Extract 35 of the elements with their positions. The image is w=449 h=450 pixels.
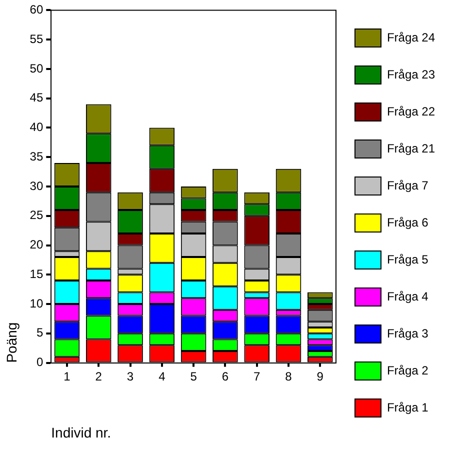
legend-label: Fråga 3	[386, 326, 429, 340]
y-tick-label: 25	[30, 208, 44, 222]
x-tick-label: 1	[64, 369, 71, 384]
legend-label: Fråga 24	[386, 30, 436, 44]
legend-label: Fråga 23	[386, 67, 436, 82]
legend-label: Fråga 21	[386, 141, 436, 156]
legend-label: Fråga 1	[386, 400, 429, 414]
x-axis-title: Individ nr.	[51, 424, 112, 440]
x-tick-label: 2	[95, 369, 102, 384]
legend-label: Fråga 4	[386, 289, 429, 304]
y-tick-label: 10	[30, 296, 44, 310]
y-tick-label: 45	[30, 90, 44, 105]
y-tick-label: 0	[36, 355, 44, 370]
x-tick-label: 4	[158, 369, 166, 384]
legend-label: Fråga 2	[386, 363, 429, 378]
y-tick-label: 35	[30, 149, 44, 164]
y-tick-label: 60	[30, 2, 44, 17]
x-tick-label: 7	[254, 369, 261, 384]
y-tick-label: 50	[30, 61, 44, 76]
y-tick-label: 5	[36, 326, 44, 340]
y-axis-title: Poäng	[3, 322, 20, 363]
x-tick-label: 8	[285, 369, 292, 384]
x-tick-label: 3	[126, 369, 134, 384]
x-tick-label: 9	[316, 369, 324, 384]
y-tick-label: 55	[30, 32, 44, 46]
y-tick-label: 20	[30, 238, 44, 252]
legend-label: Fråga 6	[386, 215, 429, 230]
legend-label: Fråga 22	[386, 104, 436, 118]
y-tick-label: 40	[30, 120, 44, 134]
y-tick-label: 15	[30, 266, 44, 281]
legend-label: Fråga 7	[386, 178, 429, 192]
legend-label: Fråga 5	[386, 252, 429, 266]
x-tick-label: 6	[222, 369, 229, 384]
y-tick-label: 30	[30, 178, 44, 193]
x-tick-label: 5	[190, 369, 198, 384]
